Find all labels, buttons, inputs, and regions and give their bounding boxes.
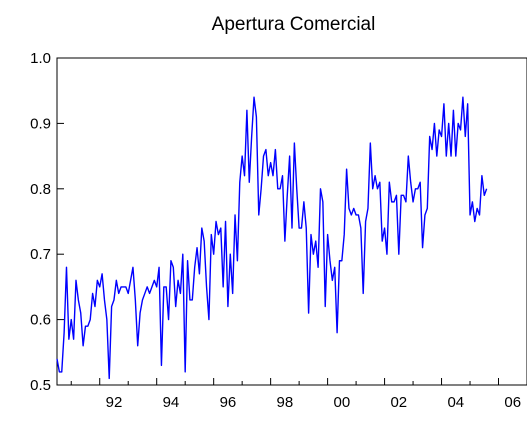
x-tick-label: 00 <box>334 394 351 411</box>
x-tick-label: 04 <box>447 394 464 411</box>
plot-frame <box>56 57 527 386</box>
x-tick-label: 06 <box>504 394 521 411</box>
x-tick-label: 94 <box>163 394 180 411</box>
x-tick-label: 98 <box>277 394 294 411</box>
y-tick-label: 0.9 <box>30 115 51 132</box>
x-tick-label: 02 <box>390 394 407 411</box>
series-line <box>56 96 488 380</box>
y-tick-label: 1.0 <box>30 50 51 67</box>
x-tick-label: 96 <box>220 394 237 411</box>
y-tick-label: 0.8 <box>30 181 51 198</box>
y-tick-label: 0.5 <box>30 377 51 394</box>
x-tick-label: 92 <box>106 394 123 411</box>
y-tick-label: 0.7 <box>30 246 51 263</box>
y-tick-label: 0.6 <box>30 312 51 329</box>
chart-title: Apertura Comercial <box>211 14 376 35</box>
